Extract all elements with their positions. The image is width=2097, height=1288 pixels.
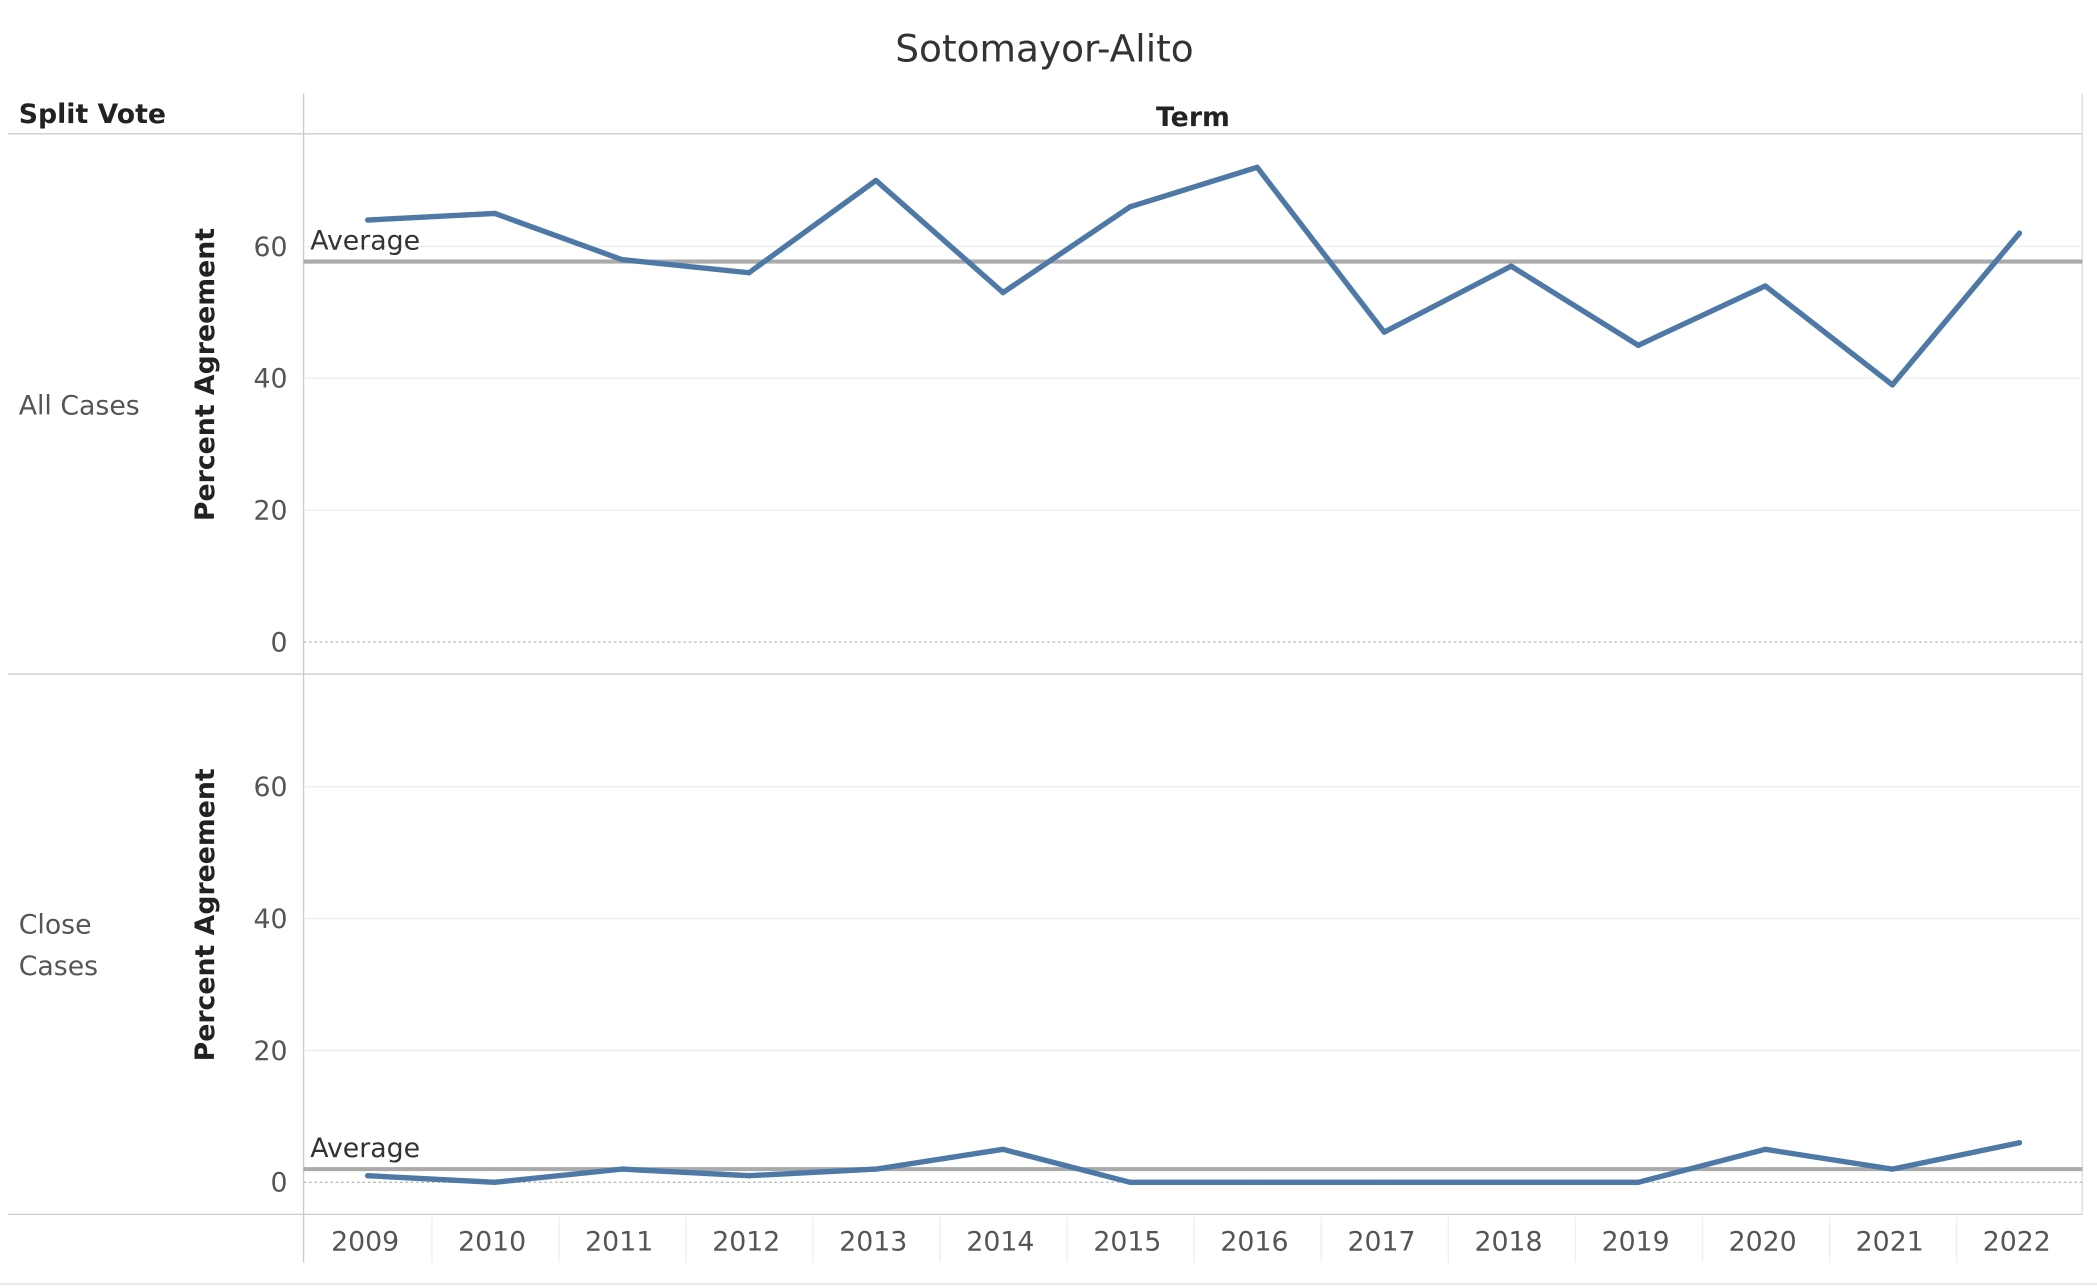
- data-point: [1889, 382, 1896, 388]
- x-tick-label: 2014: [966, 1226, 1034, 1257]
- data-point: [1000, 289, 1006, 296]
- row-label: Close: [19, 910, 92, 941]
- data-point: [492, 1179, 498, 1185]
- data-point: [873, 1166, 879, 1172]
- y-tick-label: 20: [254, 495, 288, 526]
- row-label: All Cases: [19, 391, 140, 422]
- reference-label: Average: [310, 1133, 420, 1164]
- x-tick-label: 2022: [1983, 1226, 2051, 1257]
- series-line: [365, 1140, 2023, 1185]
- x-tick-label: 2009: [331, 1226, 399, 1257]
- y-tick-label: 20: [254, 1036, 288, 1067]
- row-header: Split Vote: [19, 99, 166, 130]
- data-point: [2016, 230, 2023, 236]
- y-tick-label: 40: [254, 904, 288, 935]
- data-point: [1508, 1179, 1514, 1185]
- y-tick-label: 0: [271, 1168, 288, 1199]
- data-point: [746, 1173, 752, 1179]
- data-point: [1000, 1146, 1006, 1153]
- x-tick-label: 2013: [839, 1226, 907, 1257]
- data-point: [1762, 1146, 1769, 1153]
- data-point: [746, 270, 752, 276]
- x-tick-label: 2021: [1856, 1226, 1924, 1257]
- y-tick-label: 0: [271, 627, 288, 658]
- x-tick-label: 2010: [458, 1226, 526, 1257]
- data-point: [1254, 164, 1260, 170]
- marks: Average Average: [303, 164, 2083, 1185]
- x-tick-label: 2011: [585, 1226, 653, 1257]
- data-point: [492, 210, 498, 217]
- data-point: [1762, 283, 1769, 289]
- data-point: [1635, 1179, 1641, 1185]
- data-point: [1508, 263, 1514, 269]
- y-tick-label: 60: [254, 772, 288, 803]
- data-point: [1635, 342, 1641, 348]
- x-tick-label: 2012: [712, 1226, 780, 1257]
- x-tick-label: 2020: [1729, 1226, 1797, 1257]
- y-axis-label: Percent Agreement: [190, 228, 221, 521]
- frame: 0 20 40 60 Percent Agreement All Cases 0 20 40 60…: [0, 93, 2097, 1285]
- x-tick-label: 2019: [1602, 1226, 1670, 1257]
- reference-label: Average: [310, 226, 420, 257]
- data-point: [365, 1173, 371, 1179]
- y-axis-label: Percent Agreement: [190, 768, 221, 1061]
- data-point: [619, 1166, 625, 1172]
- data-point: [1381, 1179, 1387, 1185]
- data-point: [1254, 1179, 1260, 1185]
- data-point: [1381, 329, 1387, 335]
- y-tick-label: 60: [254, 232, 288, 263]
- data-point: [1889, 1166, 1896, 1172]
- y-tick-label: 40: [254, 364, 288, 395]
- x-tick-label: 2017: [1347, 1226, 1415, 1257]
- data-point: [365, 217, 371, 223]
- data-point: [1127, 1179, 1133, 1185]
- data-point: [873, 177, 879, 184]
- column-header: Term: [1156, 102, 1230, 133]
- data-point: [619, 256, 625, 263]
- data-point: [2016, 1140, 2023, 1146]
- x-tick-label: 2016: [1220, 1226, 1288, 1257]
- data-point: [1127, 204, 1133, 210]
- x-tick-label: 2015: [1093, 1226, 1161, 1257]
- series-line: [365, 164, 2023, 388]
- x-tick-label: 2018: [1475, 1226, 1543, 1257]
- row-label: Cases: [19, 951, 98, 982]
- chart-title: Sotomayor-Alito: [895, 27, 1193, 71]
